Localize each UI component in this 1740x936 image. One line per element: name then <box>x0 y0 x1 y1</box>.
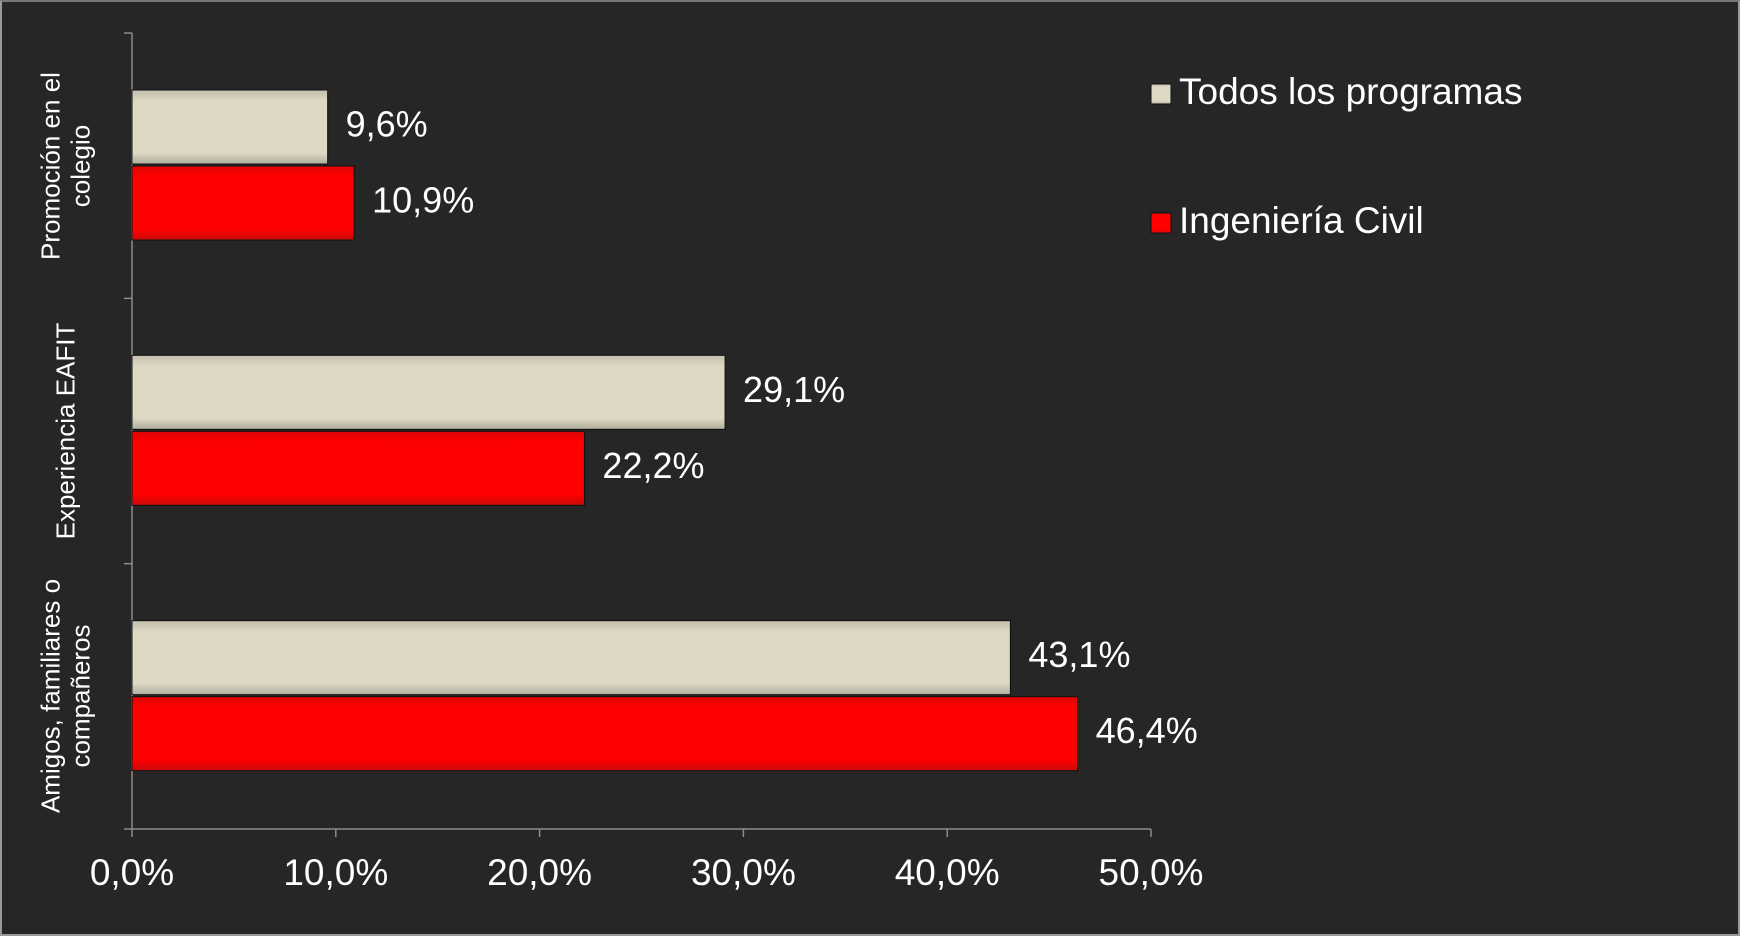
x-tick-label: 0,0% <box>90 852 174 893</box>
bar <box>131 620 1011 696</box>
value-label: 9,6% <box>346 104 428 145</box>
value-label: 22,2% <box>602 445 704 486</box>
legend-swatch <box>1150 83 1172 105</box>
category-label: Promoción en el colegio <box>36 71 97 260</box>
bar <box>131 89 329 165</box>
bar <box>131 696 1079 772</box>
bar <box>131 430 585 506</box>
value-label: 46,4% <box>1096 710 1198 751</box>
value-label: 29,1% <box>743 369 845 410</box>
x-tick-label: 50,0% <box>1099 852 1204 893</box>
legend-label: Todos los programas <box>1179 71 1522 112</box>
x-tick-label: 20,0% <box>487 852 592 893</box>
value-label: 43,1% <box>1028 634 1130 675</box>
legend-label: Ingeniería Civil <box>1179 200 1424 241</box>
bar <box>131 354 726 430</box>
x-tick-label: 10,0% <box>283 852 388 893</box>
category-label: Experiencia EAFIT <box>51 322 82 540</box>
bar <box>131 165 355 241</box>
legend-swatch <box>1150 212 1172 234</box>
x-tick-label: 30,0% <box>691 852 796 893</box>
value-label: 10,9% <box>372 180 474 221</box>
category-label: Amigos, familiares o compañeros <box>36 579 97 814</box>
x-tick-label: 40,0% <box>895 852 1000 893</box>
